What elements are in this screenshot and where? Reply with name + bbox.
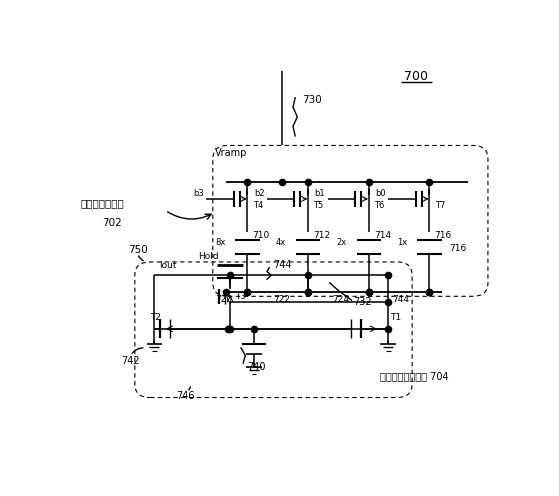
Text: 722: 722: [273, 295, 291, 304]
Text: コピア・ブロック 704: コピア・ブロック 704: [380, 372, 448, 381]
Text: T7: T7: [435, 201, 445, 210]
Text: Hold: Hold: [198, 252, 219, 261]
Text: Iout: Iout: [159, 261, 176, 270]
Text: b1: b1: [315, 189, 325, 198]
Text: 変換器ブロック: 変換器ブロック: [80, 198, 125, 208]
Text: b0: b0: [375, 189, 386, 198]
Text: 1x: 1x: [397, 239, 407, 248]
Text: Vramp: Vramp: [215, 148, 248, 158]
Text: 4x: 4x: [276, 239, 286, 248]
Text: 740: 740: [248, 362, 266, 372]
Text: 750: 750: [129, 245, 148, 255]
Text: 720: 720: [215, 295, 232, 304]
Text: 724: 724: [332, 295, 349, 304]
Text: T2: T2: [150, 313, 161, 322]
Text: b3: b3: [193, 189, 204, 198]
Text: T3: T3: [235, 292, 247, 301]
Text: 732: 732: [354, 297, 372, 307]
Text: 744: 744: [273, 260, 292, 270]
Text: 746: 746: [176, 391, 195, 401]
Text: 742: 742: [121, 356, 140, 366]
Text: T1: T1: [390, 313, 401, 322]
Text: 744: 744: [392, 295, 410, 304]
Text: 714: 714: [374, 232, 391, 241]
Text: 716: 716: [449, 244, 466, 253]
Text: T6: T6: [374, 201, 385, 210]
Text: 710: 710: [253, 232, 270, 241]
Text: 712: 712: [314, 232, 330, 241]
Text: b2: b2: [254, 189, 264, 198]
Text: 8x: 8x: [215, 239, 225, 248]
Text: 2x: 2x: [337, 239, 347, 248]
Text: T5: T5: [314, 201, 324, 210]
Text: 702: 702: [102, 218, 122, 228]
Text: 700: 700: [405, 70, 428, 83]
Text: 730: 730: [302, 95, 321, 105]
Text: T4: T4: [253, 201, 263, 210]
Text: 716: 716: [435, 232, 452, 241]
